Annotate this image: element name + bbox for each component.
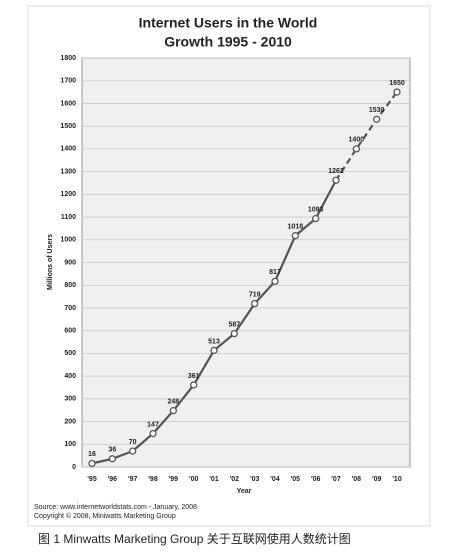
data-label: 1018 — [288, 224, 304, 231]
data-label: 147 — [147, 421, 159, 428]
y-tick-label: 800 — [64, 282, 76, 289]
y-tick-label: 700 — [64, 305, 76, 312]
y-tick-label: 0 — [72, 464, 76, 471]
data-point — [108, 455, 116, 463]
x-tick-label: '10 — [392, 476, 402, 483]
data-label: 587 — [228, 321, 240, 328]
y-tick-label: 1700 — [60, 78, 76, 85]
y-tick-label: 500 — [64, 350, 76, 357]
y-tick-label: 1500 — [60, 123, 76, 130]
data-point — [332, 176, 340, 184]
y-tick-label: 1300 — [60, 168, 76, 175]
data-point — [312, 214, 320, 223]
data-point — [251, 299, 259, 308]
data-point — [271, 277, 279, 286]
data-label: 1093 — [308, 206, 324, 213]
x-tick-label: '07 — [331, 476, 341, 483]
data-point — [373, 115, 381, 123]
source: Source: www.internetworldstats.com - Jan… — [34, 504, 197, 511]
y-tick-label: 1100 — [61, 214, 76, 221]
y-tick-label: 600 — [64, 328, 76, 335]
data-label: 1530 — [369, 107, 385, 114]
x-tick-label: '96 — [108, 476, 118, 483]
source: Copyright © 2008, Miniwatts Marketing Gr… — [34, 512, 176, 520]
caption: 图 1 Minwatts Marketing Group 关于互联网使用人数统计… — [38, 531, 351, 546]
x-axis-label: Year — [237, 488, 252, 495]
x-tick-label: '06 — [311, 476, 321, 483]
data-point — [230, 329, 238, 338]
x-tick-label: '97 — [128, 476, 138, 483]
x-tick-label: '08 — [352, 476, 362, 483]
y-tick-label: 1000 — [60, 237, 76, 244]
data-point — [149, 429, 157, 438]
data-label: 719 — [249, 291, 261, 298]
y-tick-label: 400 — [64, 373, 76, 380]
data-label: 16 — [88, 451, 96, 458]
x-tick-label: '99 — [169, 476, 179, 483]
x-tick-label: '02 — [230, 476, 240, 483]
data-point — [129, 447, 137, 455]
y-axis-label: Millions of Users — [47, 234, 54, 290]
data-label: 1400 — [349, 137, 365, 144]
y-tick-label: 100 — [64, 441, 76, 448]
data-point — [393, 88, 401, 96]
data-label: 361 — [188, 373, 200, 380]
x-tick-label: '03 — [250, 476, 260, 483]
x-tick-label: '05 — [291, 476, 301, 483]
chart-title: Internet Users in the World — [139, 15, 318, 31]
x-tick-label: '01 — [209, 476, 219, 483]
y-tick-label: 1400 — [60, 146, 76, 153]
x-tick-label: '95 — [87, 476, 97, 483]
data-point — [210, 346, 218, 355]
data-label: 1262 — [328, 168, 344, 175]
y-tick-label: 1800 — [60, 55, 76, 62]
y-tick-label: 1200 — [60, 191, 76, 198]
y-tick-label: 300 — [64, 396, 76, 403]
data-label: 70 — [129, 439, 137, 446]
y-tick-label: 900 — [64, 259, 76, 266]
data-label: 513 — [208, 338, 220, 345]
data-label: 817 — [269, 269, 281, 276]
x-tick-label: '00 — [189, 476, 199, 483]
data-point — [169, 406, 177, 415]
data-point — [291, 232, 299, 240]
data-point — [352, 145, 360, 153]
data-point — [88, 459, 96, 468]
y-tick-label: 200 — [64, 418, 76, 425]
data-label: 248 — [167, 398, 179, 405]
data-label: 1650 — [389, 80, 405, 87]
y-tick-label: 1600 — [60, 100, 76, 107]
data-label: 36 — [108, 447, 116, 454]
data-point — [190, 381, 198, 389]
projected-line — [335, 91, 398, 181]
x-tick-label: '04 — [270, 476, 280, 483]
chart-subtitle: Growth 1995 - 2010 — [164, 34, 292, 50]
x-tick-label: '98 — [148, 476, 158, 483]
x-tick-label: '09 — [372, 476, 382, 483]
